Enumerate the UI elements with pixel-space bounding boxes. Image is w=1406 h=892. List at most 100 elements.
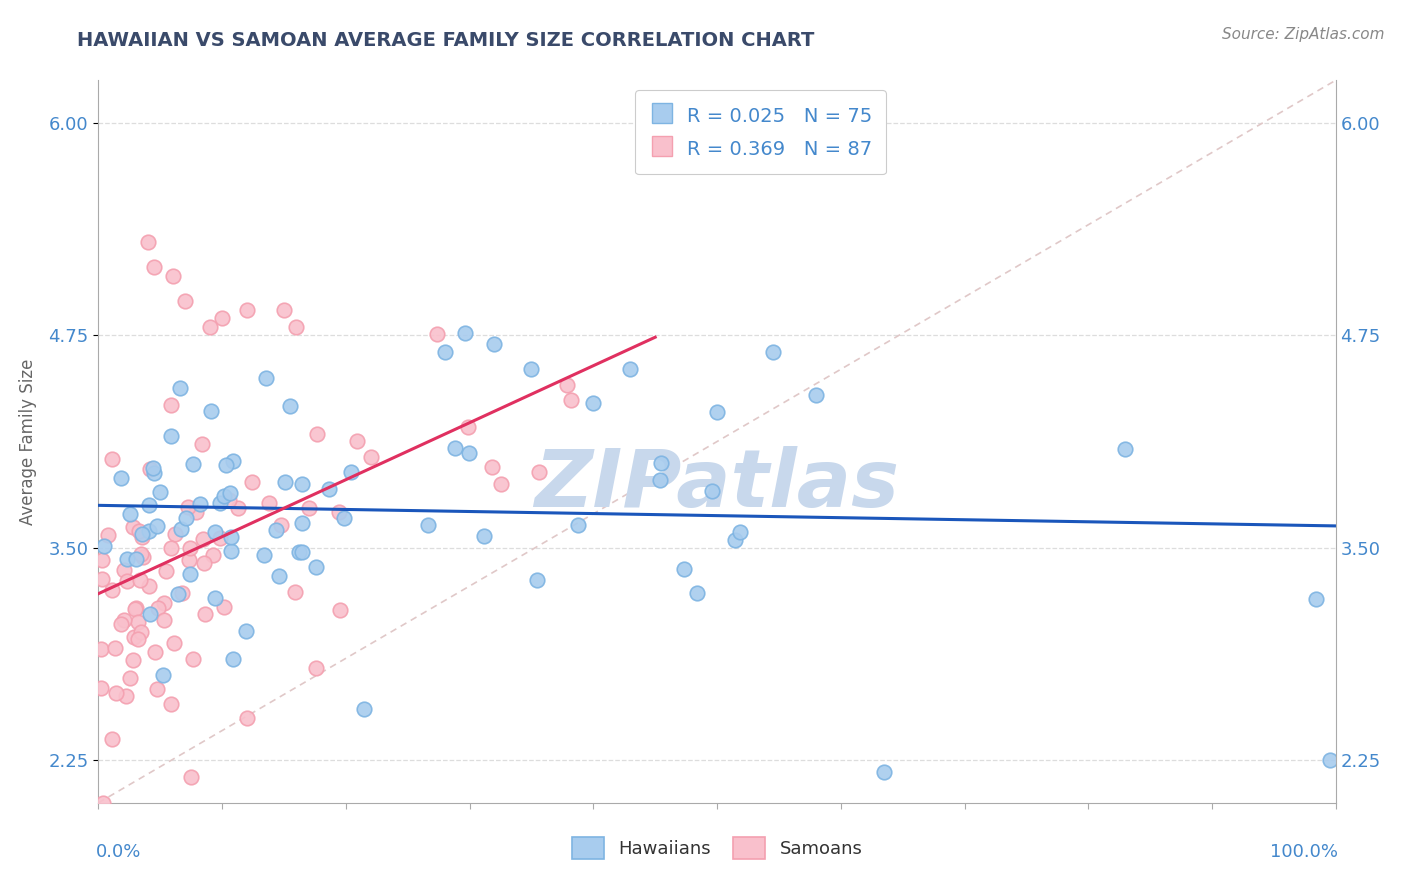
Point: [481, 460, 503, 475]
Point: [114, 690, 136, 704]
Point: [120, 671, 142, 685]
Point: [266, 524, 288, 538]
Text: HAWAIIAN VS SAMOAN AVERAGE FAMILY SIZE CORRELATION CHART: HAWAIIAN VS SAMOAN AVERAGE FAMILY SIZE C…: [77, 31, 814, 50]
Point: [125, 601, 148, 615]
Point: [138, 498, 160, 512]
Point: [166, 587, 188, 601]
Point: [804, 388, 827, 402]
Point: [193, 556, 215, 570]
Point: [346, 434, 368, 448]
Point: [329, 602, 352, 616]
Point: [204, 591, 226, 605]
Point: [235, 624, 257, 638]
Point: [101, 732, 124, 747]
Point: [211, 311, 233, 326]
Point: [208, 496, 231, 510]
Point: [191, 437, 214, 451]
Point: [582, 396, 605, 410]
Point: [204, 524, 226, 539]
Point: [236, 302, 259, 317]
Point: [110, 616, 132, 631]
Point: [122, 520, 145, 534]
Point: [184, 505, 207, 519]
Point: [155, 564, 177, 578]
Point: [253, 548, 276, 562]
Point: [724, 533, 747, 547]
Point: [291, 476, 314, 491]
Point: [101, 582, 124, 597]
Point: [291, 545, 314, 559]
Point: [353, 702, 375, 716]
Point: [527, 465, 550, 479]
Point: [121, 653, 143, 667]
Point: [160, 697, 183, 711]
Point: [298, 501, 321, 516]
Legend: Hawaiians, Samoans: Hawaiians, Samoans: [564, 830, 870, 866]
Point: [105, 686, 128, 700]
Point: [153, 596, 176, 610]
Point: [242, 475, 264, 489]
Point: [728, 524, 751, 539]
Point: [191, 532, 214, 546]
Point: [91, 796, 114, 810]
Point: [328, 505, 350, 519]
Point: [686, 586, 709, 600]
Point: [360, 450, 382, 464]
Point: [673, 561, 696, 575]
Point: [484, 336, 506, 351]
Point: [426, 326, 449, 341]
Point: [138, 579, 160, 593]
Point: [560, 392, 582, 407]
Point: [219, 543, 242, 558]
Point: [149, 485, 172, 500]
Text: Source: ZipAtlas.com: Source: ZipAtlas.com: [1222, 27, 1385, 42]
Point: [163, 527, 186, 541]
Point: [143, 260, 166, 275]
Point: [555, 377, 578, 392]
Point: [136, 235, 159, 249]
Point: [103, 640, 125, 655]
Point: [153, 613, 176, 627]
Point: [218, 493, 240, 508]
Point: [700, 484, 723, 499]
Point: [457, 446, 479, 460]
Point: [146, 601, 169, 615]
Point: [127, 615, 149, 629]
Point: [181, 652, 204, 666]
Point: [194, 607, 217, 622]
Point: [160, 428, 183, 442]
Point: [163, 636, 186, 650]
Point: [273, 302, 295, 317]
Point: [305, 560, 328, 574]
Point: [219, 486, 242, 500]
Point: [90, 553, 112, 567]
Point: [472, 529, 495, 543]
Point: [176, 511, 198, 525]
Point: [146, 681, 169, 696]
Point: [567, 517, 589, 532]
Point: [124, 601, 146, 615]
Point: [443, 441, 465, 455]
Point: [1319, 753, 1341, 767]
Point: [142, 461, 165, 475]
Point: [120, 507, 142, 521]
Point: [219, 530, 242, 544]
Point: [489, 476, 512, 491]
Point: [169, 382, 191, 396]
Point: [152, 667, 174, 681]
Point: [112, 613, 135, 627]
Point: [257, 496, 280, 510]
Point: [179, 541, 201, 556]
Point: [115, 552, 138, 566]
Point: [143, 645, 166, 659]
Point: [177, 500, 200, 514]
Point: [122, 630, 145, 644]
Point: [619, 362, 641, 376]
Point: [650, 456, 672, 470]
Point: [457, 420, 479, 434]
Point: [129, 573, 152, 587]
Point: [305, 661, 328, 675]
Point: [145, 519, 167, 533]
Point: [274, 475, 297, 489]
Point: [170, 522, 193, 536]
